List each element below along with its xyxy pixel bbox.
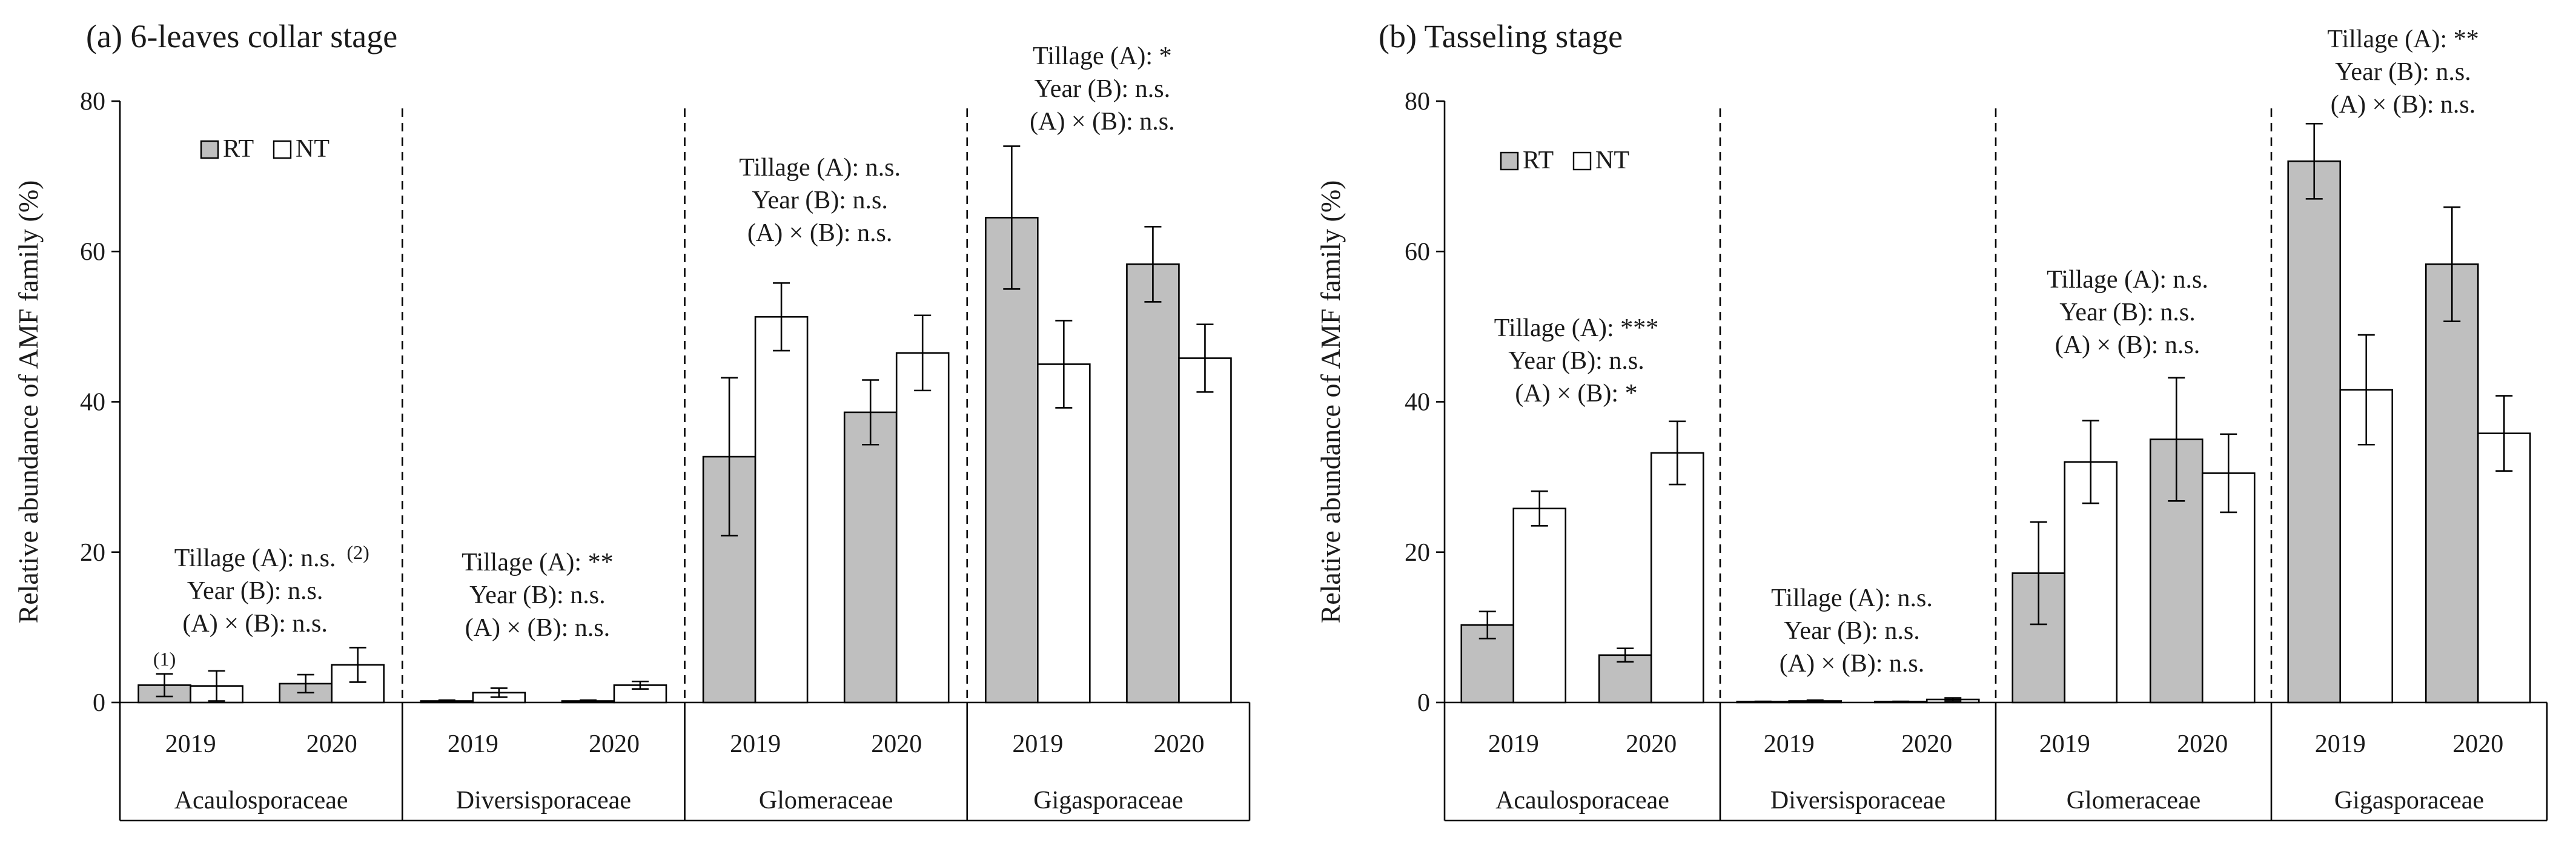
stat-annotation-line: Tillage (A): n.s. bbox=[2047, 266, 2208, 294]
bar-nt bbox=[1037, 363, 1091, 704]
legend-label-rt: RT bbox=[1523, 147, 1554, 174]
bar-nt bbox=[895, 352, 950, 704]
stat-annotation-line: (A) × (B): n.s. bbox=[465, 614, 611, 642]
legend: RT NT bbox=[1500, 147, 1629, 174]
year-tick-label: 2019 bbox=[1012, 730, 1063, 758]
bar-rt bbox=[1598, 654, 1652, 704]
bar-rt bbox=[2425, 263, 2479, 704]
legend-swatch-rt bbox=[200, 140, 219, 159]
stat-annotation-line: Year (B): n.s. bbox=[2335, 58, 2471, 86]
year-tick-label: 2020 bbox=[1153, 730, 1204, 758]
panel-a-6-leaves-collar-stage: (a) 6-leaves collar stage Relative abunda… bbox=[13, 18, 1251, 822]
family-label: Glomeraceae bbox=[759, 787, 893, 814]
y-tick-label: 0 bbox=[93, 689, 105, 717]
chart-title: (b) Tasseling stage bbox=[1379, 18, 1623, 55]
year-tick-label: 2019 bbox=[1488, 730, 1539, 758]
footnote-superscript: (2) bbox=[346, 541, 369, 563]
y-tick-label: 80 bbox=[80, 88, 105, 116]
year-tick-label: 2020 bbox=[589, 730, 640, 758]
year-tick-label: 2019 bbox=[2315, 730, 2366, 758]
stat-annotation-line: (A) × (B): * bbox=[1515, 380, 1637, 408]
family-label: Acaulosporaceae bbox=[1495, 787, 1669, 814]
stat-annotation-line: Year (B): n.s. bbox=[187, 577, 323, 605]
family-label: Diversisporaceae bbox=[456, 787, 631, 814]
y-tick-label: 0 bbox=[1417, 689, 1430, 717]
year-tick-label: 2020 bbox=[306, 730, 357, 758]
y-tick-label: 40 bbox=[1405, 389, 1430, 417]
family-label: Diversisporaceae bbox=[1770, 787, 1945, 814]
family-label: Gigasporaceae bbox=[2334, 787, 2484, 814]
y-tick-label: 60 bbox=[80, 238, 105, 266]
bar-rt bbox=[2287, 160, 2342, 704]
legend-swatch-nt bbox=[273, 140, 292, 159]
stat-annotation-line: (A) × (B): n.s. bbox=[1780, 650, 1925, 678]
year-tick-label: 2019 bbox=[2039, 730, 2090, 758]
y-axis-label: Relative abundance of AMF family (%) bbox=[13, 180, 44, 624]
stat-annotation-line: (A) × (B): n.s. bbox=[1030, 108, 1175, 136]
legend-swatch-nt bbox=[1572, 151, 1592, 171]
year-tick-label: 2019 bbox=[448, 730, 498, 758]
year-tick-label: 2019 bbox=[730, 730, 781, 758]
y-tick-label: 80 bbox=[1405, 88, 1430, 116]
bar-rt bbox=[985, 217, 1039, 704]
year-tick-label: 2020 bbox=[1901, 730, 1952, 758]
bar-nt bbox=[1650, 452, 1704, 704]
legend-swatch-rt bbox=[1500, 151, 1519, 171]
legend-label-nt: NT bbox=[296, 135, 329, 163]
bar-rt bbox=[843, 411, 898, 704]
year-tick-label: 2019 bbox=[165, 730, 216, 758]
bar-nt bbox=[754, 315, 809, 704]
year-tick-label: 2020 bbox=[871, 730, 922, 758]
chart-title: (a) 6-leaves collar stage bbox=[86, 18, 397, 55]
y-tick-label: 20 bbox=[1405, 539, 1430, 567]
stat-annotation-line: (A) × (B): n.s. bbox=[747, 219, 893, 247]
y-tick-label: 60 bbox=[1405, 238, 1430, 266]
stat-annotation-line: Year (B): n.s. bbox=[1035, 75, 1170, 103]
panel-b-tasseling-stage: (b) Tasseling stage Relative abundance of… bbox=[1315, 18, 2548, 822]
stat-annotation-line: Tillage (A): n.s. bbox=[1771, 584, 1933, 612]
y-axis-label: Relative abundance of AMF family (%) bbox=[1315, 180, 1346, 624]
legend: RT NT bbox=[200, 135, 329, 163]
stat-annotation-line: Tillage (A): *** bbox=[1494, 314, 1658, 342]
legend-label-rt: RT bbox=[223, 135, 254, 163]
family-label: Gigasporaceae bbox=[1033, 787, 1183, 814]
stat-annotation-line: Year (B): n.s. bbox=[752, 187, 887, 214]
stat-annotation-line: (A) × (B): n.s. bbox=[182, 610, 328, 638]
stat-annotation-line: Tillage (A): n.s. bbox=[739, 154, 901, 182]
year-tick-label: 2019 bbox=[1764, 730, 1815, 758]
stat-annotation-line: Year (B): n.s. bbox=[1784, 617, 1919, 645]
family-label: Acaulosporaceae bbox=[174, 787, 348, 814]
footnote-marker: (1) bbox=[153, 648, 176, 670]
stat-annotation-line: Tillage (A): ** bbox=[2327, 25, 2478, 53]
bar-nt bbox=[1512, 507, 1567, 704]
bar-nt bbox=[1178, 357, 1232, 704]
stat-annotation-line: (A) × (B): n.s. bbox=[2055, 331, 2200, 359]
year-tick-label: 2020 bbox=[2177, 730, 2228, 758]
stat-annotation-line: Tillage (A): ** bbox=[462, 549, 613, 576]
y-tick-label: 40 bbox=[80, 389, 105, 417]
stat-annotation-line: Year (B): n.s. bbox=[1508, 347, 1644, 375]
year-tick-label: 2020 bbox=[1626, 730, 1677, 758]
y-tick-label: 20 bbox=[80, 539, 105, 567]
year-tick-label: 2020 bbox=[2452, 730, 2503, 758]
bar-nt bbox=[2477, 432, 2531, 704]
stat-annotation-line: (A) × (B): n.s. bbox=[2331, 91, 2476, 119]
stat-annotation-line: Tillage (A): * bbox=[1033, 42, 1171, 70]
bar-rt bbox=[1126, 263, 1180, 704]
stat-annotation-line: Year (B): n.s. bbox=[469, 581, 605, 609]
legend-label-nt: NT bbox=[1595, 147, 1629, 174]
stat-annotation-line: Tillage (A): n.s. bbox=[174, 544, 336, 572]
stat-annotation-line: Year (B): n.s. bbox=[2059, 299, 2195, 326]
family-label: Glomeraceae bbox=[2067, 787, 2201, 814]
